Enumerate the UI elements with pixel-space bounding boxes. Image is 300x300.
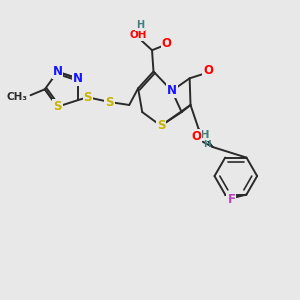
Text: O: O [162,37,172,50]
Text: CH₃: CH₃ [6,92,27,102]
Text: O: O [191,130,201,143]
Text: S: S [157,119,165,132]
Text: N: N [167,84,177,97]
Text: S: S [53,100,62,113]
Text: OH: OH [129,30,147,40]
Text: H: H [136,20,144,30]
Text: H: H [203,140,211,148]
Text: F: F [227,193,236,206]
Text: NH: NH [191,130,209,140]
Text: O: O [203,64,213,77]
Text: N: N [52,65,62,78]
Text: N: N [73,72,83,85]
Text: S: S [105,95,114,109]
Text: S: S [83,91,92,104]
